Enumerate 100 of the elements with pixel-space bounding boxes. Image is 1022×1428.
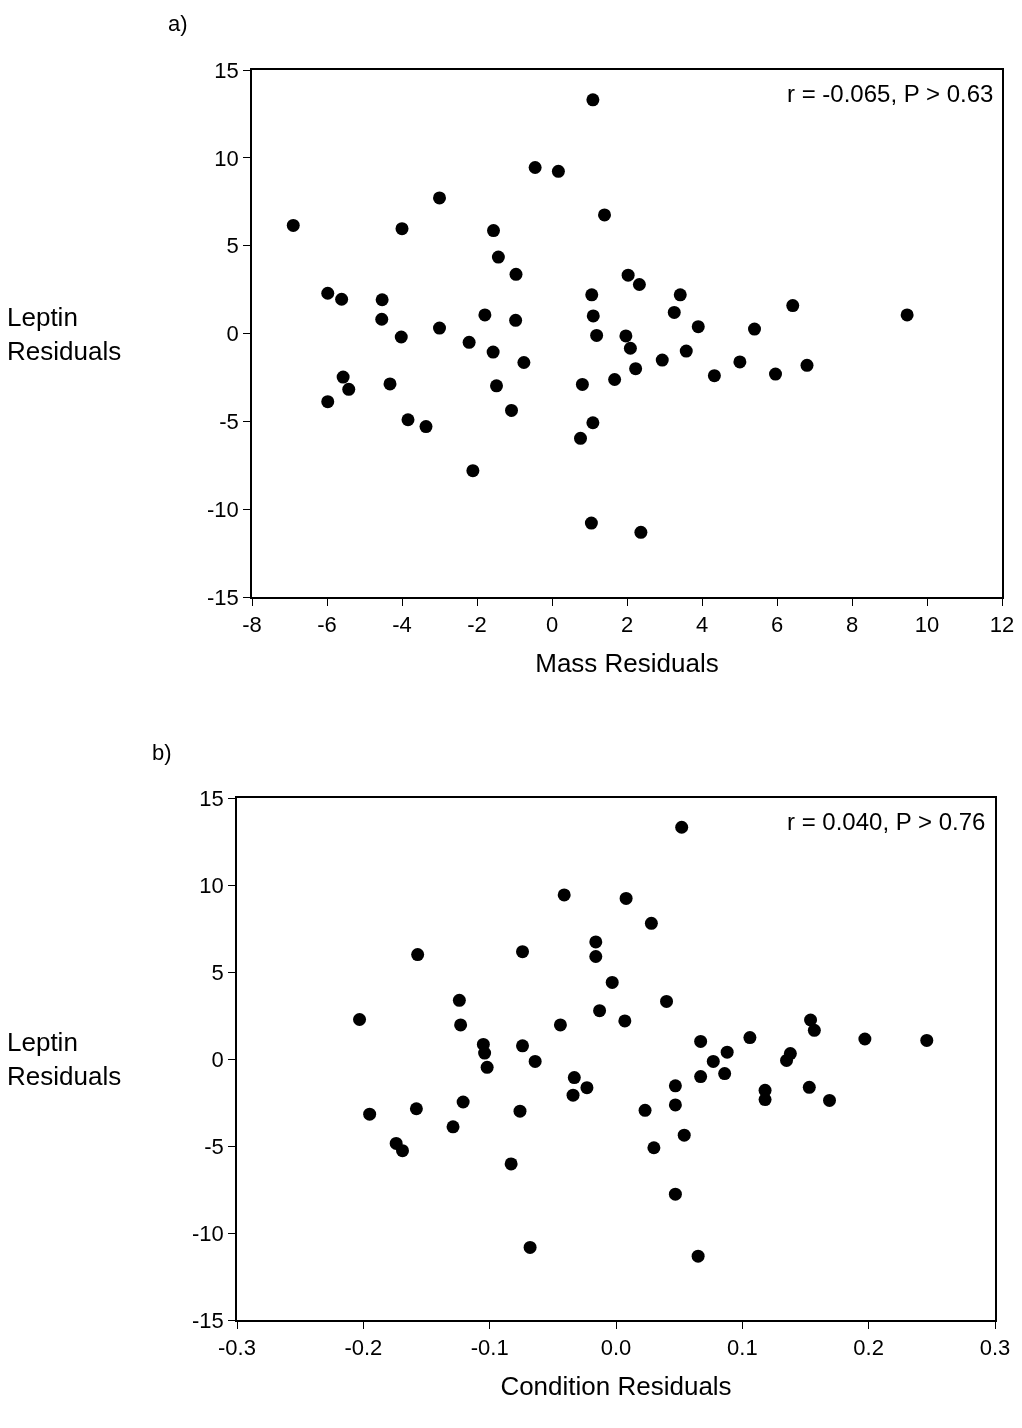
text: a) (168, 11, 188, 36)
point (409, 1102, 423, 1116)
point (667, 305, 681, 319)
point (513, 1104, 527, 1118)
point (800, 358, 814, 372)
point (743, 1031, 757, 1045)
point (694, 1070, 708, 1084)
point (807, 1023, 821, 1037)
point (804, 1013, 818, 1027)
x-tick-label: -0.1 (470, 1335, 509, 1361)
point (668, 1079, 682, 1093)
point (566, 1088, 580, 1102)
point (673, 288, 687, 302)
point (454, 1018, 468, 1032)
point (584, 516, 598, 530)
point (551, 164, 565, 178)
point (632, 277, 646, 291)
x-tick-label: 2 (620, 612, 634, 638)
point (491, 250, 505, 264)
point (758, 1093, 772, 1107)
point (920, 1033, 934, 1047)
point (586, 416, 600, 430)
y-axis-title: Leptin Residuals (7, 1027, 122, 1091)
y-tick-label: 0 (211, 1046, 224, 1072)
x-tick-label: -4 (392, 612, 412, 638)
point (655, 353, 669, 367)
point (900, 308, 914, 322)
point (706, 1054, 720, 1068)
point (486, 345, 500, 359)
x-tick-label: -0.3 (218, 1335, 256, 1361)
point (342, 382, 356, 396)
point (419, 420, 433, 434)
point (589, 950, 603, 963)
point (679, 344, 693, 358)
point (574, 431, 587, 445)
x-tick-label: 0.2 (853, 1335, 884, 1361)
point (608, 373, 622, 387)
point (396, 1144, 409, 1158)
point (619, 891, 633, 905)
point (691, 320, 705, 334)
point (395, 222, 409, 236)
point (618, 1014, 632, 1028)
point (590, 328, 604, 342)
point (321, 286, 335, 300)
point (769, 367, 782, 381)
point (462, 335, 476, 349)
point (638, 1103, 652, 1117)
point (707, 369, 721, 383)
point (660, 994, 674, 1008)
point (619, 329, 633, 343)
x-tick-label: 8 (845, 612, 859, 638)
point (733, 355, 747, 369)
y-axis-title: Leptin Residuals (7, 302, 122, 366)
point (593, 1004, 607, 1018)
point (528, 161, 542, 174)
text: b) (152, 740, 172, 765)
y-tick-label: 10 (199, 872, 224, 898)
x-tick-label: 0.1 (727, 1335, 758, 1361)
point (585, 288, 599, 302)
point (433, 191, 446, 205)
point (677, 1128, 691, 1142)
point (321, 395, 335, 409)
y-tick-label: 5 (226, 233, 239, 259)
point (634, 525, 648, 539)
point (394, 330, 408, 344)
annotation: r = 0.040, P > 0.76 (787, 808, 986, 835)
y-tick-label: 15 (214, 57, 239, 83)
point (505, 403, 518, 417)
y-tick-label: 5 (211, 959, 224, 985)
point (802, 1080, 816, 1094)
point (718, 1067, 732, 1081)
x-tick-label: 12 (989, 612, 1015, 638)
point (375, 312, 389, 326)
point (504, 1157, 518, 1171)
annotation: r = -0.065, P > 0.63 (787, 80, 994, 107)
x-tick-label: 0.0 (600, 1335, 632, 1361)
point (286, 218, 300, 232)
point (858, 1032, 872, 1046)
x-tick-label: 6 (770, 612, 784, 638)
point (509, 267, 523, 281)
x-tick-label: -8 (242, 612, 262, 638)
x-axis-title: Mass Residuals (535, 648, 719, 679)
y-tick-label: -15 (192, 1307, 224, 1333)
point (580, 1081, 594, 1095)
y-tick-label: -5 (204, 1133, 224, 1159)
x-axis-title: Condition Residuals (500, 1371, 732, 1402)
point (383, 377, 397, 391)
x-tick-label: 0 (545, 612, 559, 638)
y-tick-label: -10 (207, 496, 239, 522)
point (528, 1054, 542, 1068)
point (668, 1098, 682, 1112)
point (487, 224, 500, 238)
point (567, 1071, 581, 1085)
point (336, 370, 350, 384)
point (456, 1095, 470, 1109)
point (411, 948, 425, 962)
point (647, 1141, 661, 1155)
point (557, 888, 571, 902)
point (621, 268, 635, 282)
x-tick-label: -6 (317, 612, 337, 638)
